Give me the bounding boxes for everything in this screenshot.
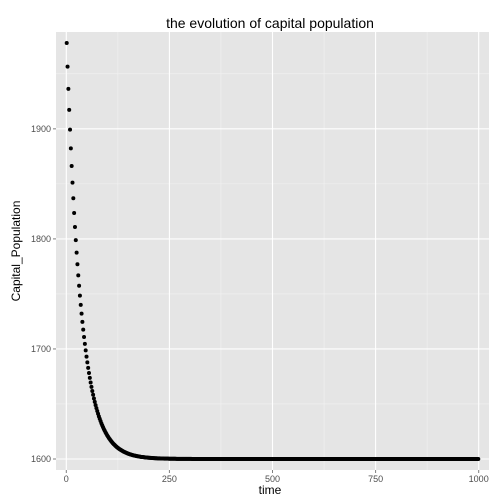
data-point — [476, 456, 481, 461]
data-point — [68, 146, 73, 151]
data-point — [68, 127, 73, 132]
data-point — [72, 225, 77, 230]
data-point — [66, 86, 71, 91]
data-point — [83, 348, 88, 353]
x-tick-label: 0 — [64, 474, 69, 484]
y-axis-ticks: 1600 1700 1800 1900 — [31, 124, 56, 464]
data-point — [74, 250, 79, 255]
chart-title: the evolution of capital population — [166, 15, 374, 31]
data-point — [81, 327, 86, 332]
data-point — [80, 319, 85, 324]
y-tick-label: 1800 — [31, 234, 51, 244]
y-tick-label: 1900 — [31, 124, 51, 134]
data-point — [79, 311, 84, 316]
data-point — [87, 375, 92, 380]
y-tick-label: 1700 — [31, 344, 51, 354]
x-tick-label: 1000 — [469, 474, 489, 484]
data-point — [86, 371, 91, 376]
data-point — [67, 107, 72, 112]
data-point — [77, 283, 82, 288]
data-point — [65, 64, 70, 69]
y-axis-title: Capital_Population — [9, 201, 23, 302]
data-point — [72, 211, 77, 216]
data-point — [76, 273, 81, 278]
x-axis-title: time — [259, 483, 282, 497]
data-point — [77, 293, 82, 298]
x-tick-label: 750 — [368, 474, 383, 484]
data-point — [71, 196, 76, 201]
data-point — [73, 238, 78, 243]
data-point — [69, 163, 74, 168]
data-point — [88, 380, 93, 385]
data-point — [75, 262, 80, 267]
data-point — [64, 41, 69, 46]
y-tick-label: 1600 — [31, 454, 51, 464]
data-point — [86, 365, 91, 370]
data-point — [90, 388, 95, 393]
data-point — [82, 341, 87, 346]
x-tick-label: 500 — [265, 474, 280, 484]
data-points — [64, 41, 481, 461]
data-point — [91, 392, 96, 397]
data-point — [70, 180, 75, 185]
data-point — [93, 403, 98, 408]
data-point — [91, 396, 96, 401]
data-point — [84, 354, 89, 359]
data-point — [92, 399, 97, 404]
data-point — [89, 384, 94, 389]
data-point — [85, 360, 90, 365]
data-point — [82, 334, 87, 339]
x-axis-ticks: 0 250 500 750 1000 — [64, 470, 489, 484]
data-point — [78, 302, 83, 307]
x-tick-label: 250 — [162, 474, 177, 484]
